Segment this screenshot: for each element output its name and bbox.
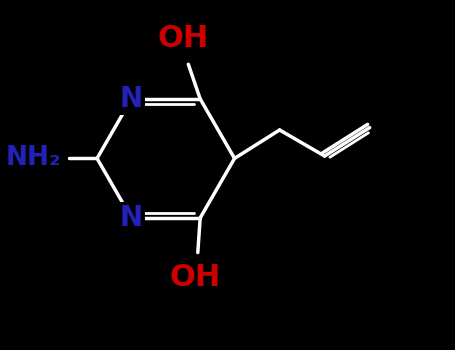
Text: OH: OH <box>170 263 221 292</box>
Text: OH: OH <box>158 24 209 53</box>
Text: NH₂: NH₂ <box>6 145 61 172</box>
Text: N: N <box>120 85 143 113</box>
Text: N: N <box>120 204 143 232</box>
